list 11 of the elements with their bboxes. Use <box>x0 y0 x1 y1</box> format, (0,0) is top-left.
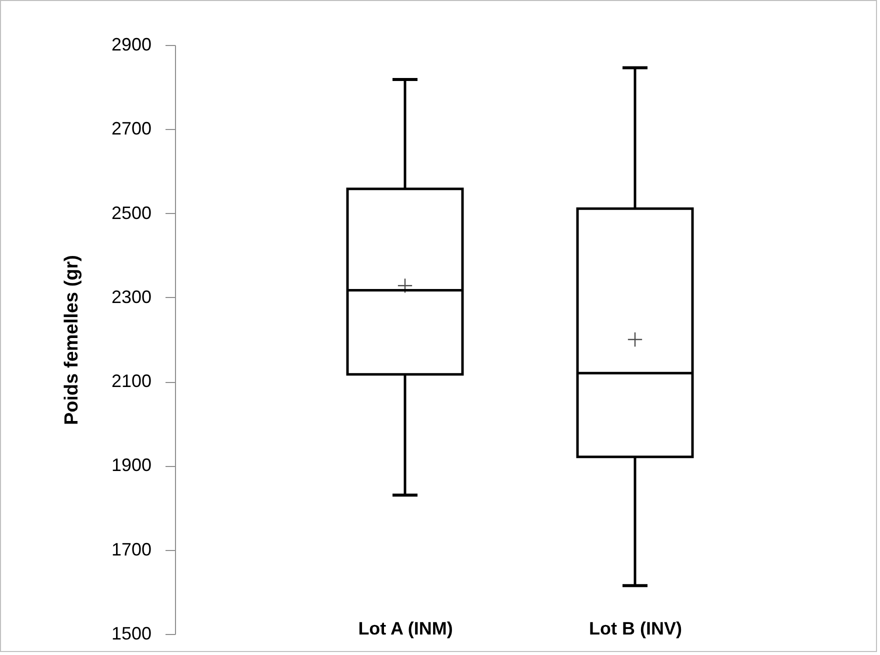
x-tick-label: Lot A (INM) <box>358 618 453 638</box>
y-tick-label: 1700 <box>111 539 152 560</box>
y-tick-label: 2500 <box>111 202 152 223</box>
x-tick-label: Lot B (INV) <box>589 618 682 638</box>
y-tick-label: 2300 <box>111 286 152 307</box>
y-axis-title: Poids femelles (gr) <box>61 255 82 425</box>
y-tick-label: 2700 <box>111 118 152 139</box>
y-tick-label: 1500 <box>111 624 152 644</box>
y-tick-label: 2100 <box>111 371 152 392</box>
y-tick-label: 2900 <box>111 34 152 54</box>
y-tick-label: 1900 <box>111 455 152 476</box>
